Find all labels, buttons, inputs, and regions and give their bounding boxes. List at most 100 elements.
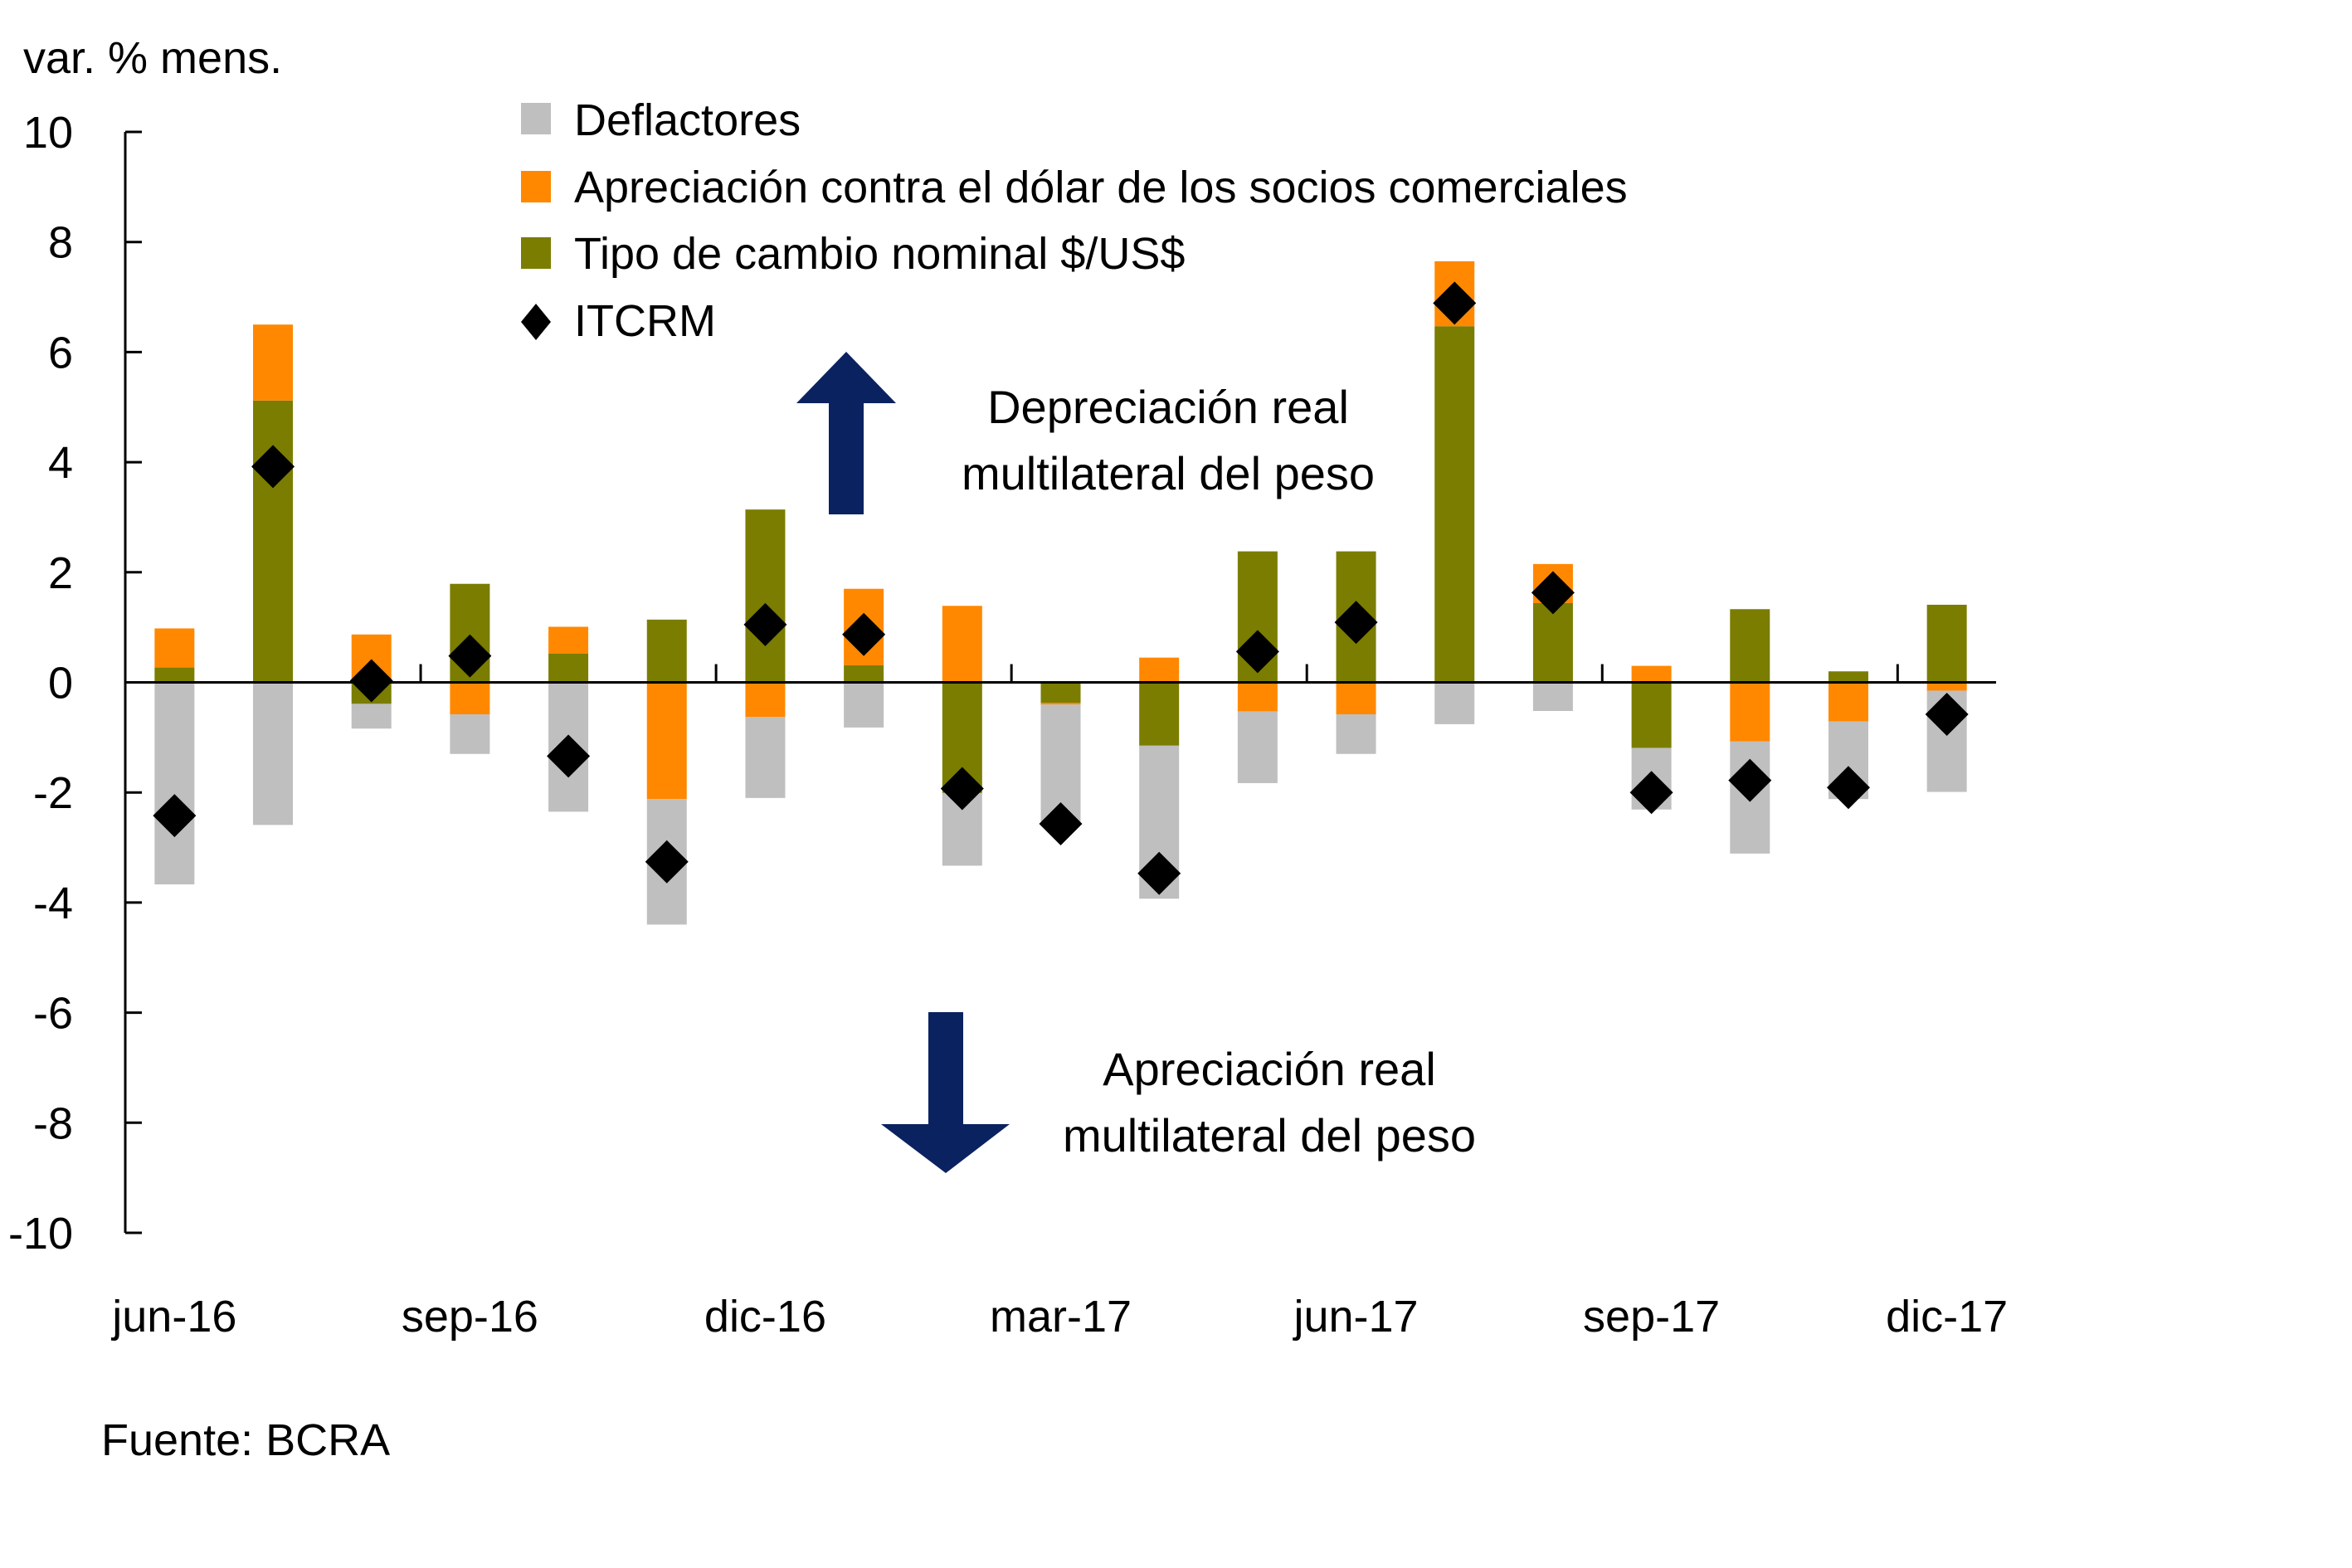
bar-tipo-de-cambio-nominal-us-ene-17 <box>844 665 884 683</box>
x-tick-label: dic-16 <box>704 1292 826 1342</box>
bar-apreciaci-n-contra-el-d-lar-de-los-socios-comerciales-nov-17 <box>1828 682 1868 722</box>
itcrm-point-sep-17 <box>1629 771 1673 815</box>
bar-tipo-de-cambio-nominal-us-nov-16 <box>646 619 687 683</box>
bar-apreciaci-n-contra-el-d-lar-de-los-socios-comerciales-nov-16 <box>646 682 687 800</box>
x-tick-label: jun-17 <box>1292 1292 1418 1342</box>
y-tick-label: 0 <box>48 659 73 709</box>
bar-tipo-de-cambio-nominal-us-jun-16 <box>154 667 195 683</box>
bar-tipo-de-cambio-nominal-us-mar-17 <box>1040 682 1081 704</box>
y-tick-label: 2 <box>48 548 73 598</box>
itcrm-point-jun-17 <box>1334 601 1378 645</box>
y-tick-label: 8 <box>48 218 73 268</box>
bar-deflactores-jun-17 <box>1336 713 1376 754</box>
x-tick-label: sep-17 <box>1583 1292 1720 1342</box>
legend-label-itcrm: ITCRM <box>574 296 716 346</box>
y-tick-label: 4 <box>48 438 73 488</box>
annotation-apreciacion: Apreciación real multilateral del peso <box>881 1012 1476 1173</box>
source-note: Fuente: BCRA <box>101 1415 390 1465</box>
itcrm-point-jul-16 <box>251 445 295 489</box>
itcrm-markers-layer <box>153 281 1969 895</box>
itcrm-point-ene-17 <box>842 612 886 656</box>
bar-tipo-de-cambio-nominal-us-oct-17 <box>1730 609 1770 683</box>
itcrm-point-nov-17 <box>1826 766 1870 810</box>
itcrm-point-dic-17 <box>1925 692 1969 736</box>
x-tick-label: dic-17 <box>1886 1292 2008 1342</box>
annotation-depreciacion: Depreciación real multilateral del peso <box>796 352 1375 514</box>
itcrm-point-feb-17 <box>940 767 984 811</box>
itcrm-point-jul-17 <box>1433 281 1477 325</box>
legend-swatch-tipo-cambio <box>521 237 551 269</box>
itcrm-point-jun-16 <box>153 794 197 838</box>
itcrm-point-abr-17 <box>1137 851 1181 895</box>
legend-label-deflactores: Deflactores <box>574 95 801 145</box>
bar-apreciaci-n-contra-el-d-lar-de-los-socios-comerciales-dic-16 <box>745 682 786 718</box>
itcrm-point-may-17 <box>1235 630 1279 674</box>
bar-apreciaci-n-contra-el-d-lar-de-los-socios-comerciales-jul-16 <box>253 324 294 401</box>
annotation-depreciacion-line2: multilateral del peso <box>962 447 1375 499</box>
legend-label-tipo-cambio: Tipo de cambio nominal $/US$ <box>574 229 1185 279</box>
y-tick-label: -2 <box>33 768 73 818</box>
y-tick-label: -4 <box>33 879 73 928</box>
itcrm-point-ago-16 <box>349 659 393 703</box>
y-tick-label: -10 <box>8 1209 73 1259</box>
bar-deflactores-jun-16 <box>154 682 195 885</box>
x-tick-label: mar-17 <box>990 1292 1132 1342</box>
legend-diamond-icon <box>521 304 551 340</box>
y-tick-label: -8 <box>33 1098 73 1148</box>
bar-apreciaci-n-contra-el-d-lar-de-los-socios-comerciales-may-17 <box>1237 682 1278 712</box>
bar-apreciaci-n-contra-el-d-lar-de-los-socios-comerciales-abr-17 <box>1139 657 1180 683</box>
itcrm-point-sep-16 <box>448 634 492 678</box>
bar-deflactores-sep-16 <box>450 713 490 754</box>
itcrm-point-ago-17 <box>1531 571 1575 615</box>
bar-deflactores-mar-17 <box>1040 704 1081 822</box>
bar-tipo-de-cambio-nominal-us-sep-17 <box>1631 682 1672 748</box>
bar-tipo-de-cambio-nominal-us-ago-17 <box>1532 602 1573 683</box>
bar-tipo-de-cambio-nominal-us-dic-17 <box>1926 604 1967 683</box>
x-tick-label: sep-16 <box>402 1292 538 1342</box>
itcrm-point-mar-17 <box>1039 802 1083 846</box>
arrow-down-icon <box>881 1012 1010 1173</box>
bar-apreciaci-n-contra-el-d-lar-de-los-socios-comerciales-mar-17 <box>1040 703 1081 705</box>
axes-layer <box>124 130 1996 1234</box>
bar-tipo-de-cambio-nominal-us-oct-16 <box>548 653 589 683</box>
bar-tipo-de-cambio-nominal-us-nov-17 <box>1828 671 1868 683</box>
annotation-apreciacion-line1: Apreciación real <box>1103 1043 1436 1095</box>
bar-apreciaci-n-contra-el-d-lar-de-los-socios-comerciales-sep-17 <box>1631 665 1672 683</box>
legend-label-apreciacion-socios: Apreciación contra el dólar de los socio… <box>574 163 1628 212</box>
bar-apreciaci-n-contra-el-d-lar-de-los-socios-comerciales-dic-17 <box>1926 682 1967 691</box>
bar-deflactores-may-17 <box>1237 711 1278 783</box>
y-tick-label: -6 <box>33 989 73 1039</box>
y-tick-label: 10 <box>23 108 73 158</box>
annotation-apreciacion-line2: multilateral del peso <box>1063 1109 1476 1161</box>
bar-deflactores-jul-16 <box>253 682 294 825</box>
bar-apreciaci-n-contra-el-d-lar-de-los-socios-comerciales-feb-17 <box>942 606 982 683</box>
bar-apreciaci-n-contra-el-d-lar-de-los-socios-comerciales-oct-16 <box>548 626 589 654</box>
bar-tipo-de-cambio-nominal-us-abr-17 <box>1139 682 1180 746</box>
itcrm-point-oct-16 <box>547 734 591 778</box>
bar-deflactores-ago-17 <box>1532 682 1573 712</box>
arrow-up-icon <box>796 352 896 514</box>
bar-tipo-de-cambio-nominal-us-dic-16 <box>745 509 786 683</box>
bar-deflactores-jul-17 <box>1434 682 1475 724</box>
bar-deflactores-ago-16 <box>351 704 392 729</box>
bar-deflactores-ene-17 <box>844 682 884 728</box>
y-tick-label: 6 <box>48 328 73 377</box>
itcrm-point-dic-16 <box>743 602 787 646</box>
bar-apreciaci-n-contra-el-d-lar-de-los-socios-comerciales-sep-16 <box>450 682 490 714</box>
itcrm-point-oct-17 <box>1728 758 1772 802</box>
legend: Deflactores Apreciación contra el dólar … <box>521 95 1628 346</box>
x-tick-labels: jun-16 sep-16 dic-16 mar-17 jun-17 sep-17 dic-… <box>110 1292 2008 1342</box>
bar-tipo-de-cambio-nominal-us-jul-17 <box>1434 326 1475 683</box>
annotation-depreciacion-line1: Depreciación real <box>987 381 1349 433</box>
bar-tipo-de-cambio-nominal-us-jul-16 <box>253 400 294 683</box>
legend-swatch-deflactores <box>521 103 551 134</box>
x-tick-label: jun-16 <box>110 1292 236 1342</box>
y-tick-labels: 10 8 6 4 2 0 -2 -4 -6 -8 -10 <box>8 108 73 1259</box>
bar-apreciaci-n-contra-el-d-lar-de-los-socios-comerciales-jun-16 <box>154 628 195 668</box>
legend-swatch-apreciacion-socios <box>521 171 551 202</box>
bar-apreciaci-n-contra-el-d-lar-de-los-socios-comerciales-oct-17 <box>1730 682 1770 742</box>
y-axis-title: var. % mens. <box>23 33 282 83</box>
itcrm-point-nov-16 <box>645 840 689 884</box>
bar-deflactores-dic-16 <box>745 717 786 798</box>
